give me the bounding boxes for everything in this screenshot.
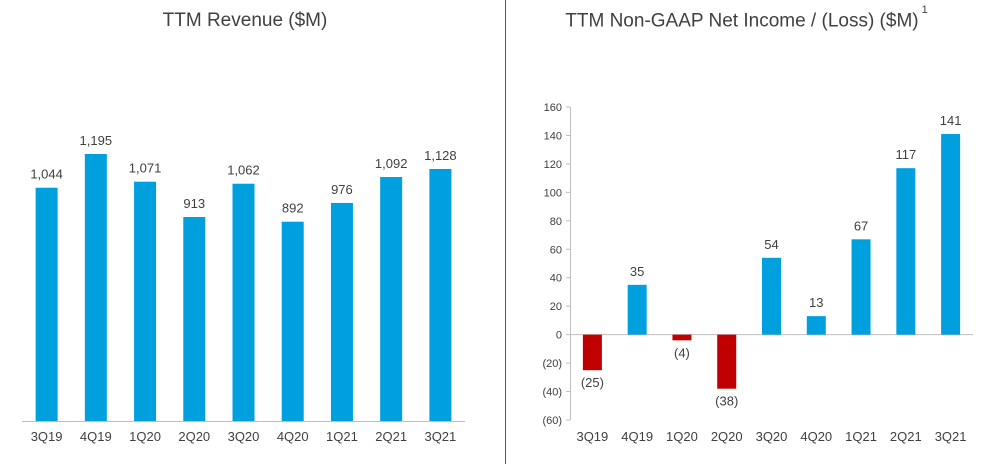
revenue-chart-panel: TTM Revenue ($M) 1,044 3Q19 1,195 4Q19 1,071… <box>0 0 490 464</box>
revenue-x-tick-label: 3Q19 <box>31 429 63 444</box>
revenue-x-tick-label: 2Q20 <box>178 429 210 444</box>
net-income-data-label: 117 <box>895 147 916 162</box>
net-income-data-label: 54 <box>764 237 778 252</box>
net-income-chart-title: TTM Non-GAAP Net Income / (Loss) ($M) <box>565 10 919 32</box>
net-income-bar <box>851 239 871 335</box>
revenue-data-label: 1,092 <box>375 156 408 171</box>
net-income-y-tick-label: 100 <box>544 187 562 199</box>
revenue-bar <box>84 154 107 421</box>
net-income-x-tick-label: 4Q20 <box>800 429 832 444</box>
revenue-bar <box>134 181 157 421</box>
revenue-bar <box>232 183 255 421</box>
net-income-chart-title-wrap: TTM Non-GAAP Net Income / (Loss) ($M)1 <box>508 4 985 32</box>
panel-divider <box>505 0 506 464</box>
net-income-bar <box>627 284 647 335</box>
revenue-x-tick-label: 1Q20 <box>129 429 161 444</box>
revenue-x-tick-label: 1Q21 <box>326 429 358 444</box>
net-income-x-tick-label: 1Q21 <box>845 429 877 444</box>
revenue-data-label: 1,062 <box>227 163 260 178</box>
revenue-data-label: 913 <box>183 196 205 211</box>
net-income-x-tick-label: 4Q19 <box>621 429 653 444</box>
net-income-data-label: 13 <box>809 295 823 310</box>
net-income-bar <box>806 316 826 335</box>
net-income-bar <box>672 334 692 341</box>
revenue-chart-title: TTM Revenue ($M) <box>162 10 328 31</box>
revenue-bar <box>330 202 353 421</box>
net-income-x-tick-label: 2Q21 <box>890 429 922 444</box>
net-income-bar <box>582 334 602 371</box>
net-income-bar <box>941 134 961 335</box>
net-income-x-tick-label: 3Q21 <box>935 429 967 444</box>
revenue-data-label: 1,044 <box>30 167 63 182</box>
net-income-x-tick-label: 3Q20 <box>756 429 788 444</box>
net-income-data-label: (4) <box>674 345 690 360</box>
net-income-y-tick-label: 80 <box>550 216 562 228</box>
net-income-bar <box>896 168 916 335</box>
revenue-x-tick-label: 4Q19 <box>80 429 112 444</box>
revenue-x-tick-label: 3Q20 <box>228 429 260 444</box>
net-income-y-tick-label: 160 <box>544 102 562 114</box>
net-income-y-tick-label: (60) <box>542 415 562 427</box>
net-income-x-tick-label: 3Q19 <box>576 429 608 444</box>
net-income-data-label: 141 <box>940 113 962 128</box>
net-income-y-tick-label: (40) <box>542 387 562 399</box>
revenue-x-tick-label: 3Q21 <box>424 429 456 444</box>
revenue-data-label: 892 <box>282 201 304 216</box>
revenue-x-tick-label: 4Q20 <box>277 429 309 444</box>
net-income-data-label: 67 <box>854 218 868 233</box>
revenue-data-label: 1,071 <box>129 161 162 176</box>
revenue-bar <box>183 217 206 421</box>
net-income-y-tick-label: (20) <box>542 358 562 370</box>
net-income-data-label: (38) <box>715 394 738 409</box>
revenue-bar <box>429 168 452 421</box>
net-income-chart: 160 140 120 100 80 60 40 20 0 (20) (40) (60) (25) 3Q1… <box>542 102 973 444</box>
revenue-bar <box>380 177 403 421</box>
net-income-chart-panel: TTM Non-GAAP Net Income / (Loss) ($M)1 1… <box>508 0 985 464</box>
net-income-y-tick-label: 60 <box>550 244 562 256</box>
net-income-bar <box>717 334 737 389</box>
net-income-bar <box>762 257 781 335</box>
revenue-bar <box>35 187 58 421</box>
net-income-data-label: (25) <box>581 375 604 390</box>
revenue-data-label: 1,128 <box>424 148 457 163</box>
net-income-y-tick-label: 0 <box>556 330 562 342</box>
revenue-data-label: 976 <box>331 182 353 197</box>
title-footnote-marker: 1 <box>921 4 928 16</box>
revenue-chart: 1,044 3Q19 1,195 4Q19 1,071 1Q20 913 2Q20 1,062 3… <box>22 133 465 444</box>
net-income-y-tick-label: 20 <box>550 301 562 313</box>
net-income-x-tick-label: 2Q20 <box>711 429 743 444</box>
revenue-data-label: 1,195 <box>80 133 113 148</box>
net-income-x-tick-label: 1Q20 <box>666 429 698 444</box>
net-income-y-tick-label: 120 <box>544 159 562 171</box>
revenue-bar <box>281 221 304 421</box>
net-income-y-tick-label: 40 <box>550 273 562 285</box>
net-income-y-tick-label: 140 <box>544 130 562 142</box>
revenue-x-tick-label: 2Q21 <box>375 429 407 444</box>
net-income-data-label: 35 <box>630 264 644 279</box>
